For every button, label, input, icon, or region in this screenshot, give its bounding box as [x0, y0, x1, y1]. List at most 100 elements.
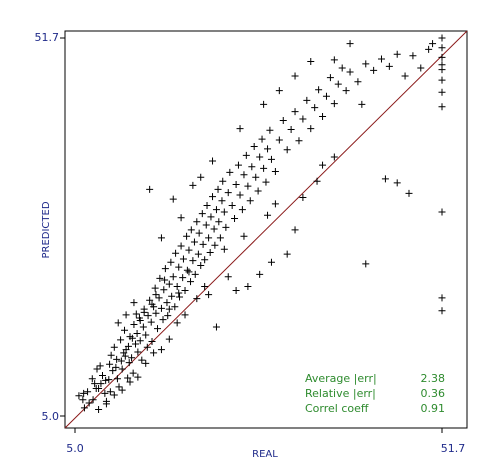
data-point — [222, 223, 230, 231]
data-point — [244, 182, 252, 190]
data-point — [132, 310, 140, 318]
stat-label-avg-err: Average |err| — [305, 372, 377, 385]
data-point — [315, 86, 323, 94]
data-point — [132, 340, 140, 348]
data-point — [189, 257, 197, 265]
axis-ticks — [60, 37, 443, 433]
data-point — [202, 221, 210, 229]
data-point — [322, 92, 330, 100]
data-point — [256, 153, 264, 161]
data-point — [157, 234, 165, 242]
data-point — [370, 66, 378, 74]
data-point — [102, 397, 110, 405]
data-point — [244, 282, 252, 290]
data-point — [299, 193, 307, 201]
data-point — [236, 191, 244, 199]
data-point — [342, 87, 350, 95]
y-axis-label: PREDICTED — [41, 201, 52, 258]
data-point — [101, 389, 109, 397]
data-point — [425, 45, 433, 53]
data-point — [283, 146, 291, 154]
data-point — [311, 104, 319, 112]
data-point — [113, 375, 121, 383]
data-point — [226, 168, 234, 176]
data-point — [299, 115, 307, 123]
data-point — [264, 145, 272, 153]
stats-box: Average |err| 2.38 Relative |err| 0.36 C… — [305, 372, 445, 415]
data-point — [197, 261, 205, 269]
data-point — [183, 266, 191, 274]
data-point — [95, 406, 103, 414]
data-point — [224, 189, 232, 197]
data-point — [177, 242, 185, 250]
data-point — [92, 384, 100, 392]
data-point — [121, 352, 129, 360]
data-point — [133, 329, 141, 337]
data-point — [393, 50, 401, 58]
data-point — [240, 232, 248, 240]
diagonal-reference-line — [64, 30, 468, 429]
data-point — [105, 376, 113, 384]
data-point — [438, 208, 446, 216]
data-point — [124, 374, 132, 382]
data-point — [148, 300, 156, 308]
data-point — [183, 232, 191, 240]
data-point — [125, 359, 133, 367]
data-point — [358, 100, 366, 108]
data-point — [231, 215, 239, 223]
data-point — [185, 268, 193, 276]
data-point — [117, 336, 125, 344]
data-point — [438, 34, 446, 42]
data-point — [197, 173, 205, 181]
data-point — [236, 125, 244, 133]
data-point — [212, 206, 220, 214]
data-point — [142, 359, 150, 367]
data-point — [193, 218, 201, 226]
data-point — [354, 78, 362, 86]
data-point — [177, 214, 185, 222]
data-point — [191, 270, 199, 278]
data-point — [175, 289, 183, 297]
data-point — [214, 185, 222, 193]
data-point — [96, 362, 104, 370]
data-point — [106, 360, 114, 368]
data-point — [118, 365, 126, 373]
data-point — [438, 294, 446, 302]
data-point — [113, 355, 121, 363]
data-point — [80, 404, 88, 412]
data-point — [176, 293, 184, 301]
data-point — [193, 295, 201, 303]
data-point — [232, 287, 240, 295]
data-point — [190, 238, 198, 246]
data-point — [114, 319, 122, 327]
data-point — [256, 270, 264, 278]
data-point — [362, 260, 370, 268]
data-point — [303, 96, 311, 104]
data-point — [252, 173, 260, 181]
data-point — [438, 53, 446, 61]
data-point — [267, 258, 275, 266]
data-point — [326, 74, 334, 82]
data-point — [201, 256, 209, 264]
data-point — [165, 305, 173, 313]
data-point — [143, 343, 151, 351]
data-point — [172, 249, 180, 257]
data-point — [417, 64, 425, 72]
data-point — [330, 56, 338, 64]
data-point — [240, 171, 248, 179]
data-point — [291, 226, 299, 234]
data-point — [206, 248, 214, 256]
data-point — [146, 185, 154, 193]
data-point — [168, 292, 176, 300]
data-point — [146, 296, 154, 304]
data-point — [102, 376, 110, 384]
data-point — [211, 241, 219, 249]
data-point — [198, 210, 206, 218]
data-point — [429, 40, 437, 48]
data-point — [148, 338, 156, 346]
data-point — [85, 399, 93, 407]
data-point — [220, 245, 228, 253]
data-point — [165, 335, 173, 343]
data-point — [393, 179, 401, 187]
data-point — [124, 342, 132, 350]
